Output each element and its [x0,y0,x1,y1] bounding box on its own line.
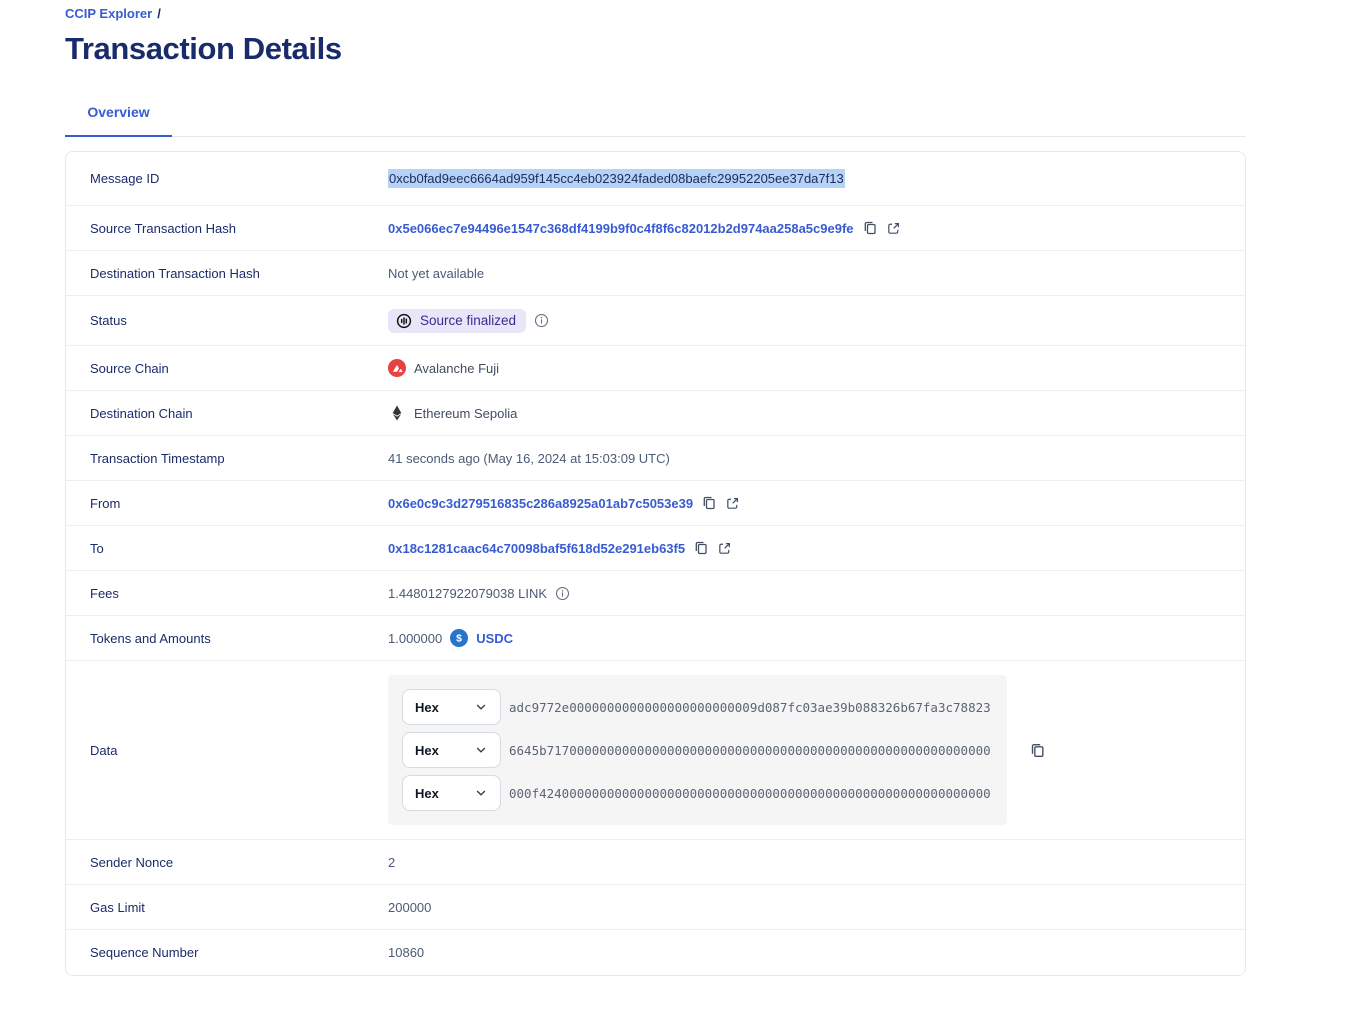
tab-overview[interactable]: Overview [65,104,172,137]
copy-icon[interactable] [862,220,878,236]
row-to: To 0x18c1281caac64c70098baf5f618d52e291e… [66,526,1245,571]
info-icon[interactable] [534,313,549,328]
tokens-label: Tokens and Amounts [90,630,211,646]
row-source-chain: Source Chain Avalanche Fuji [66,346,1245,391]
row-destination-chain: Destination Chain Ethereum Sepolia [66,391,1245,436]
data-hex-box: Hex adc9772e0000000000000000000000009d08… [388,675,1007,825]
fees-value: 1.4480127922079038 LINK [388,585,548,601]
row-tokens-and-amounts: Tokens and Amounts 1.000000 $ USDC [66,616,1245,661]
sender-nonce-value: 2 [388,854,396,870]
copy-icon[interactable] [693,540,709,556]
row-gas-limit: Gas Limit 200000 [66,885,1245,930]
row-source-transaction-hash: Source Transaction Hash 0x5e066ec7e94496… [66,206,1245,251]
data-hex-word: 000f424000000000000000000000000000000000… [509,785,991,801]
sequence-number-label: Sequence Number [90,945,199,960]
sender-nonce-label: Sender Nonce [90,854,174,870]
transaction-detail-table: Message ID 0xcb0fad9eec6664ad959f145cc4e… [65,151,1246,976]
token-amount: 1.000000 [388,630,443,646]
data-hex-word: 6645b71700000000000000000000000000000000… [509,742,991,758]
tab-bar: Overview [65,104,1246,137]
copy-icon[interactable] [1029,742,1046,759]
data-format-value: Hex [415,785,439,801]
row-fees: Fees 1.4480127922079038 LINK [66,571,1245,616]
source-chain-label: Source Chain [90,360,169,376]
data-line: Hex 000f42400000000000000000000000000000… [402,775,993,811]
copy-icon[interactable] [701,495,717,511]
chevron-down-icon [474,700,488,714]
breadcrumb-link-ccip-explorer[interactable]: CCIP Explorer [65,6,153,21]
data-format-dropdown[interactable]: Hex [402,775,501,811]
from-address-link[interactable]: 0x6e0c9c3d279516835c286a8925a01ab7c5053e… [388,495,694,511]
timestamp-value: 41 seconds ago (May 16, 2024 at 15:03:09… [388,450,670,466]
data-format-value: Hex [415,699,439,715]
status-badge: Source finalized [388,308,527,333]
message-id-value[interactable]: 0xcb0fad9eec6664ad959f145cc4eb023924fade… [388,169,845,188]
usdc-icon: $ [450,629,469,647]
sequence-number-value: 10860 [388,945,425,960]
row-sender-nonce: Sender Nonce 2 [66,840,1245,885]
row-sequence-number: Sequence Number 10860 [66,930,1245,975]
transaction-details-page: CCIP Explorer / Transaction Details Overv… [65,6,1354,976]
avalanche-fuji-icon [388,359,406,377]
dest-tx-hash-label: Destination Transaction Hash [90,265,260,281]
timestamp-label: Transaction Timestamp [90,450,225,466]
status-source-finalized-icon [396,313,412,329]
data-format-dropdown[interactable]: Hex [402,732,501,768]
breadcrumb-separator: / [157,6,161,21]
gas-limit-value: 200000 [388,899,432,915]
data-line: Hex 6645b7170000000000000000000000000000… [402,732,993,768]
dest-chain-value: Ethereum Sepolia [414,405,518,421]
dest-tx-hash-value: Not yet available [388,265,485,281]
gas-limit-label: Gas Limit [90,899,145,915]
from-label: From [90,495,121,511]
breadcrumb: CCIP Explorer / [65,6,1354,22]
row-destination-transaction-hash: Destination Transaction Hash Not yet ava… [66,251,1245,296]
info-icon[interactable] [555,586,570,601]
data-label: Data [90,742,118,758]
data-format-value: Hex [415,742,439,758]
chevron-down-icon [474,786,488,800]
fees-label: Fees [90,585,119,601]
row-transaction-timestamp: Transaction Timestamp 41 seconds ago (Ma… [66,436,1245,481]
source-tx-hash-link[interactable]: 0x5e066ec7e94496e1547c368df4199b9f0c4f8f… [388,220,854,236]
data-line: Hex adc9772e0000000000000000000000009d08… [402,689,993,725]
page-title: Transaction Details [65,31,342,66]
token-symbol-link[interactable]: USDC [476,630,514,646]
data-format-dropdown[interactable]: Hex [402,689,501,725]
to-label: To [90,540,104,556]
row-status: Status Source finalized [66,296,1245,346]
status-label: Status [90,313,127,328]
row-from: From 0x6e0c9c3d279516835c286a8925a01ab7c… [66,481,1245,526]
chevron-down-icon [474,743,488,757]
svg-text:$: $ [456,633,462,645]
source-chain-value: Avalanche Fuji [414,360,500,376]
to-address-link[interactable]: 0x18c1281caac64c70098baf5f618d52e291eb63… [388,540,686,556]
data-hex-word: adc9772e0000000000000000000000009d087fc0… [509,699,991,715]
external-link-icon[interactable] [717,541,732,556]
external-link-icon[interactable] [886,221,901,236]
row-message-id: Message ID 0xcb0fad9eec6664ad959f145cc4e… [66,152,1245,206]
status-badge-text: Source finalized [420,313,517,328]
message-id-label: Message ID [90,171,160,186]
dest-chain-label: Destination Chain [90,405,193,421]
ethereum-sepolia-icon [388,404,406,422]
row-data: Data Hex adc9772e00000000000000000000000… [66,661,1245,840]
external-link-icon[interactable] [725,496,740,511]
source-tx-hash-label: Source Transaction Hash [90,220,236,236]
